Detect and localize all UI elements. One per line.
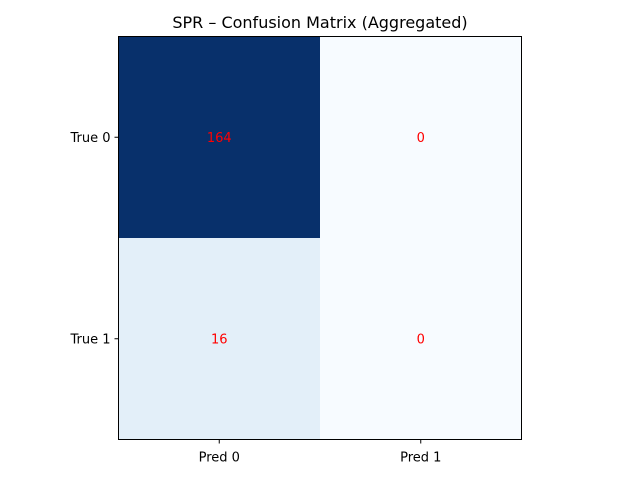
cell-annotations: 164 0 16 0 bbox=[207, 131, 425, 348]
y-axis-ticks: True 0 True 1 bbox=[69, 131, 119, 347]
chart-title: SPR – Confusion Matrix (Aggregated) bbox=[172, 13, 467, 32]
x-tick-label-0: Pred 0 bbox=[199, 451, 240, 466]
cell-value-label-r1-c0: 16 bbox=[211, 332, 228, 347]
y-tick-label-0: True 0 bbox=[69, 131, 110, 146]
heatmap-cell-r0-c1 bbox=[320, 36, 522, 238]
heatmap-cell-r1-c0 bbox=[118, 238, 320, 440]
x-axis-ticks: Pred 0 Pred 1 bbox=[199, 439, 441, 466]
axes-frame bbox=[118, 36, 522, 440]
heatmap-cell-r1-c1 bbox=[320, 238, 522, 440]
cell-value-label-r0-c0: 164 bbox=[207, 131, 232, 146]
cell-value-label-r0-c1: 0 bbox=[417, 131, 425, 146]
x-tick-label-1: Pred 1 bbox=[400, 451, 441, 466]
cell-value-label-r1-c1: 0 bbox=[417, 332, 425, 347]
heatmap-cells bbox=[118, 36, 522, 440]
heatmap-cell-r0-c0 bbox=[118, 36, 320, 238]
y-tick-label-1: True 1 bbox=[69, 332, 110, 347]
